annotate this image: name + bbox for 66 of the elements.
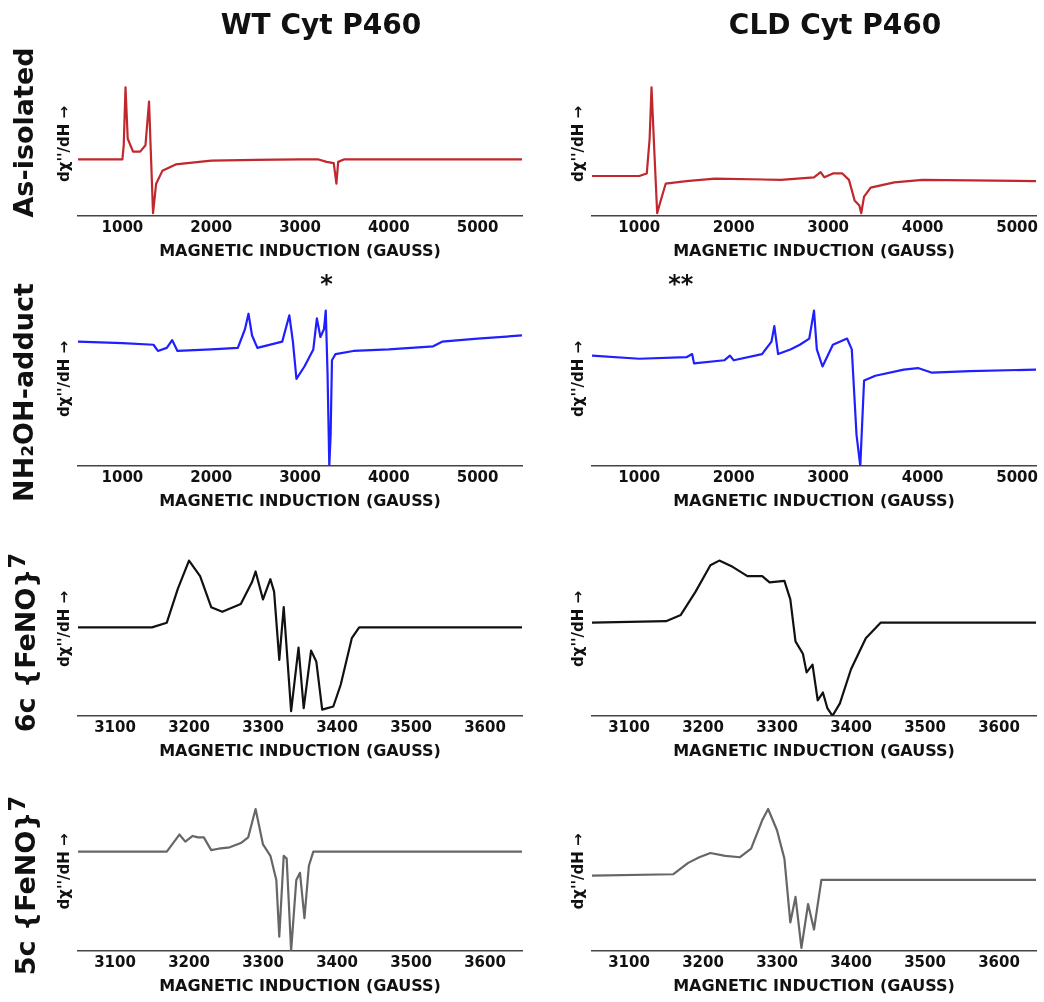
y-axis-title: dχ''/dH → xyxy=(568,340,587,417)
x-tick-label: 3000 xyxy=(279,217,321,236)
x-axis-title: MAGNETIC INDUCTION (GAUSS) xyxy=(673,240,955,260)
x-axis-title: MAGNETIC INDUCTION (GAUSS) xyxy=(159,240,441,260)
x-tick-label: 3600 xyxy=(464,952,506,971)
x-tick-label: 3400 xyxy=(316,952,358,971)
x-tick-label: 3400 xyxy=(830,952,872,971)
y-axis-title: dχ''/dH → xyxy=(54,833,73,910)
x-tick-label: 3100 xyxy=(94,717,136,736)
x-tick-label: 3100 xyxy=(608,717,650,736)
chart-title: CLD Cyt P460 xyxy=(727,7,943,43)
x-axis-title: MAGNETIC INDUCTION (GAUSS) xyxy=(673,975,955,995)
y-axis-title: dχ''/dH → xyxy=(54,340,73,417)
x-tick-label: 5000 xyxy=(996,217,1038,236)
x-tick-label: 3000 xyxy=(807,467,850,486)
x-tick-label: 3300 xyxy=(242,952,284,971)
chart-title: WT Cyt P460 xyxy=(219,7,423,43)
x-tick-label: 4000 xyxy=(367,467,410,486)
x-tick-label: 3200 xyxy=(682,717,724,736)
x-tick-label: 3400 xyxy=(830,717,872,736)
x-axis-title: MAGNETIC INDUCTION (GAUSS) xyxy=(159,490,441,510)
x-tick-label: 3300 xyxy=(756,717,798,736)
x-tick-label: 3600 xyxy=(978,952,1020,971)
x-tick-label: 3500 xyxy=(904,952,946,971)
text: * xyxy=(320,270,334,299)
x-tick-label: 3000 xyxy=(807,217,850,236)
x-tick-label: 3600 xyxy=(978,717,1020,736)
x-tick-label: 2000 xyxy=(712,467,755,486)
x-axis-title: MAGNETIC INDUCTION (GAUSS) xyxy=(673,740,955,760)
x-tick-label: 4000 xyxy=(901,217,944,236)
x-tick-label: 4000 xyxy=(367,217,410,236)
x-tick-label: 3300 xyxy=(756,952,798,971)
x-tick-label: 5000 xyxy=(456,467,499,486)
y-axis-title: dχ''/dH → xyxy=(54,590,73,667)
x-tick-label: 2000 xyxy=(190,217,233,236)
x-tick-label: 2000 xyxy=(712,217,755,236)
x-tick-label: 5000 xyxy=(996,467,1038,486)
x-axis-title: MAGNETIC INDUCTION (GAUSS) xyxy=(673,490,955,510)
y-axis-title: dχ''/dH → xyxy=(54,105,73,182)
x-tick-label: 5000 xyxy=(456,217,499,236)
x-axis-title: MAGNETIC INDUCTION (GAUSS) xyxy=(159,740,441,760)
x-tick-label: 3300 xyxy=(242,717,284,736)
y-axis-title: dχ''/dH → xyxy=(568,590,587,667)
x-tick-label: 3500 xyxy=(390,952,432,971)
x-tick-label: 3100 xyxy=(608,952,650,971)
x-tick-label: 3200 xyxy=(168,717,210,736)
x-tick-label: 3000 xyxy=(279,467,321,486)
x-tick-label: 2000 xyxy=(190,467,233,486)
x-tick-label: 3200 xyxy=(682,952,724,971)
x-tick-label: 4000 xyxy=(901,467,944,486)
x-tick-label: 1000 xyxy=(101,217,144,236)
y-axis-title: dχ''/dH → xyxy=(568,833,587,910)
y-axis-title: dχ''/dH → xyxy=(568,105,587,182)
x-tick-label: 1000 xyxy=(618,217,661,236)
x-tick-label: 3600 xyxy=(464,717,506,736)
x-tick-label: 3200 xyxy=(168,952,210,971)
text: As-isolated xyxy=(7,47,39,218)
x-tick-label: 3500 xyxy=(904,717,946,736)
x-axis-title: MAGNETIC INDUCTION (GAUSS) xyxy=(159,975,441,995)
text: ** xyxy=(668,270,694,299)
x-tick-label: 3500 xyxy=(390,717,432,736)
x-tick-label: 1000 xyxy=(101,467,144,486)
x-tick-label: 3100 xyxy=(94,952,136,971)
x-tick-label: 1000 xyxy=(618,467,661,486)
text: NH₂OH-adduct xyxy=(7,283,39,502)
x-tick-label: 3400 xyxy=(316,717,358,736)
